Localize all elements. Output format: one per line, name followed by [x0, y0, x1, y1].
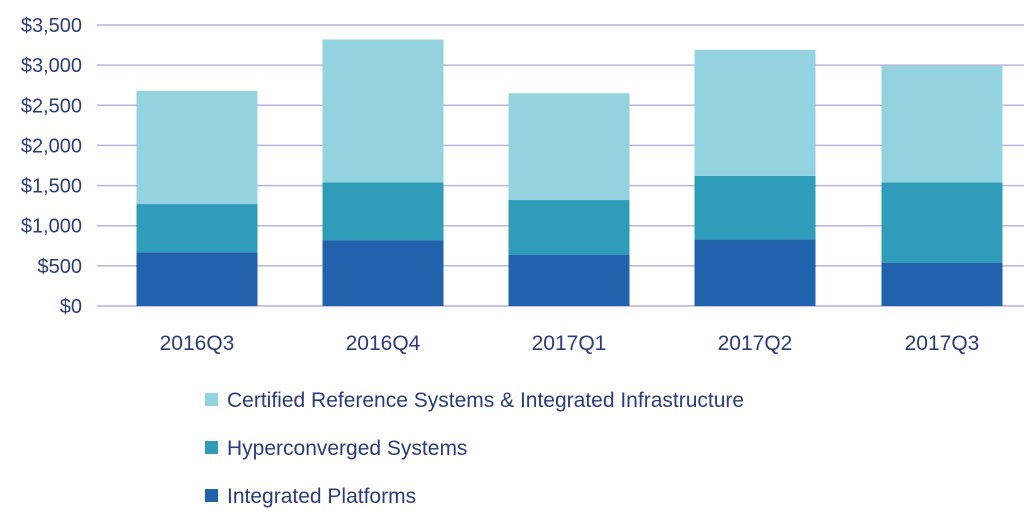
bar-segment	[694, 239, 816, 306]
y-tick-label: $3,000	[21, 55, 82, 77]
y-tick-label: $1,500	[21, 176, 82, 198]
bar-segment	[694, 175, 816, 240]
legend-label: Hyperconverged Systems	[227, 437, 467, 460]
y-axis-tick-labels: $0 $500 $1,000 $1,500 $2,000 $2,500 $3,000 $3,5…	[21, 15, 82, 318]
legend-swatch	[205, 489, 218, 502]
bar-stack	[322, 39, 444, 306]
y-tick-label: $2,000	[21, 135, 82, 157]
y-tick-label: $1,000	[21, 216, 82, 238]
legend: Certified Reference Systems & Integrated…	[205, 389, 744, 508]
bar-segment	[136, 204, 258, 253]
x-category-label: 2017Q1	[532, 332, 607, 355]
legend-swatch	[205, 441, 218, 454]
bar-segment	[322, 240, 444, 306]
y-tick-label: $500	[38, 256, 83, 278]
bar-segment	[881, 182, 1003, 263]
x-axis-category-labels: 2016Q3 2016Q4 2017Q1 2017Q2 2017Q3	[160, 332, 980, 355]
legend-item: Hyperconverged Systems	[205, 437, 467, 460]
bar-segment	[136, 252, 258, 306]
bar-stack	[694, 49, 816, 306]
bar-stack	[508, 93, 630, 306]
y-tick-label: $0	[60, 296, 82, 318]
x-category-label: 2016Q3	[160, 332, 235, 355]
x-category-label: 2017Q2	[718, 332, 793, 355]
bar-segment	[881, 262, 1003, 306]
bar-stack	[136, 90, 258, 306]
bar-segment	[508, 254, 630, 306]
bar-segment	[508, 93, 630, 201]
legend-label: Certified Reference Systems & Integrated…	[227, 389, 744, 412]
bar-segment	[508, 200, 630, 255]
bar-segment	[694, 49, 816, 176]
bar-segment	[136, 90, 258, 205]
bar-stack	[881, 65, 1003, 306]
y-tick-label: $2,500	[21, 95, 82, 117]
bar-segment	[322, 39, 444, 183]
legend-item: Certified Reference Systems & Integrated…	[205, 389, 744, 412]
bars	[136, 39, 1003, 306]
bar-segment	[881, 65, 1003, 183]
x-category-label: 2017Q3	[905, 332, 980, 355]
x-category-label: 2016Q4	[346, 332, 421, 355]
legend-label: Integrated Platforms	[227, 485, 416, 508]
y-tick-label: $3,500	[21, 15, 82, 37]
legend-swatch	[205, 393, 218, 406]
legend-item: Integrated Platforms	[205, 485, 416, 508]
bar-segment	[322, 182, 444, 241]
